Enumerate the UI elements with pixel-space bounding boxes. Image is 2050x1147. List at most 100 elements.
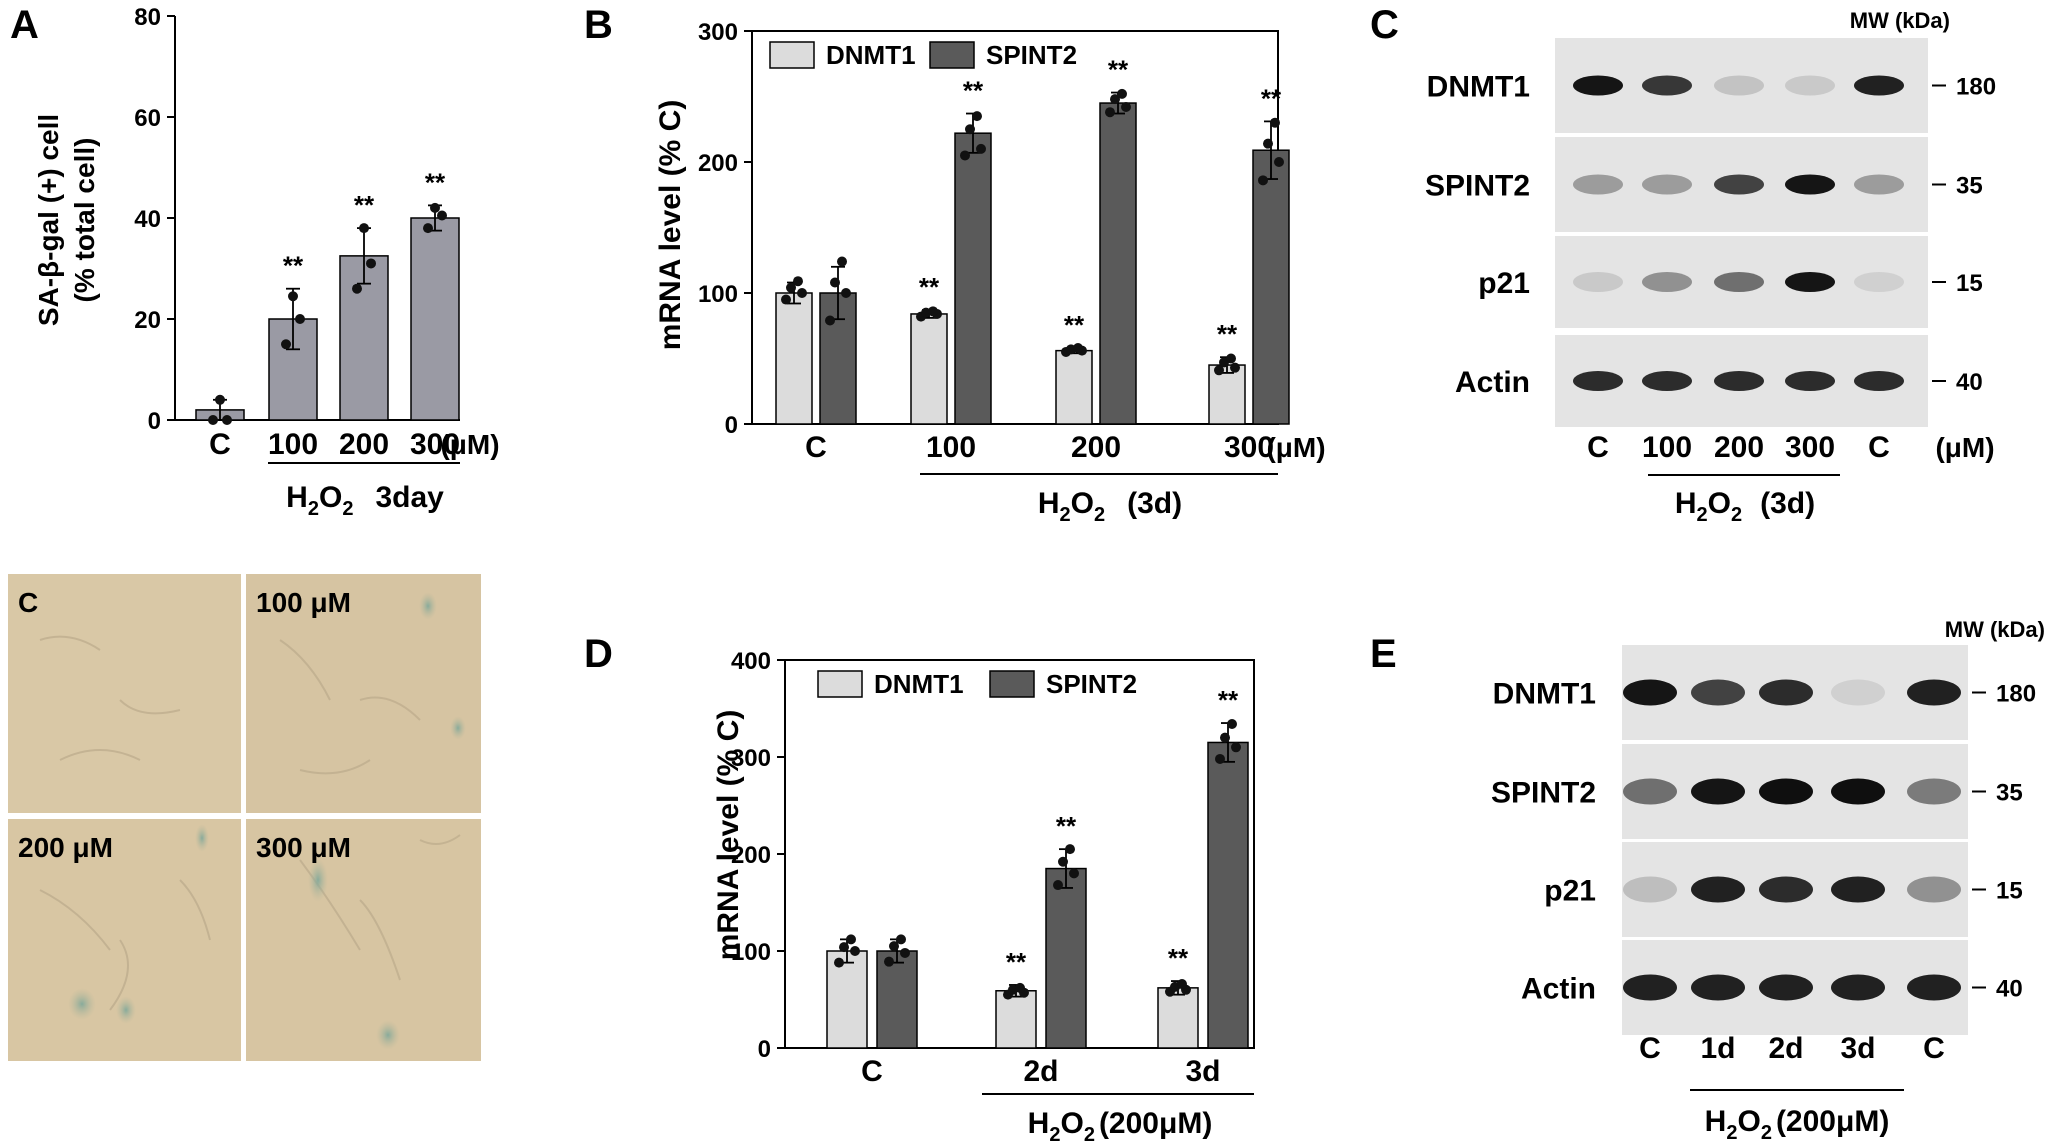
micrograph-grid: C 100 μM 200 μM 300 μM [8, 574, 481, 1061]
blot-c-lane-label: C [1587, 431, 1609, 464]
chart-b-data-point [825, 315, 835, 326]
chart-b-bar [954, 132, 992, 425]
blot-e-lane-label: C [1923, 1032, 1945, 1065]
blot-e-band [1831, 679, 1885, 706]
chart-a-significance-label: ** [354, 190, 375, 220]
chart-d-data-point [889, 941, 899, 952]
chart-b-bar [1055, 349, 1093, 425]
chart-a-y-tick-label: 40 [134, 206, 161, 233]
micrograph-label-300: 300 μM [256, 832, 351, 863]
blot-c-band [1785, 371, 1835, 391]
chart-d-bar [876, 950, 918, 1049]
chart-b-y-tick-label: 100 [698, 281, 738, 308]
blot-e-mw-header: MW (kDa) [1945, 617, 2045, 642]
chart-a-category-label: 100 [268, 428, 318, 461]
chart-a-category-label: 300 [410, 428, 460, 461]
micrograph-100 [246, 574, 481, 813]
chart-d-y-tick-label: 200 [731, 842, 771, 869]
chart-b-treatment-o: O [1071, 487, 1094, 520]
chart-d-y-tick-label: 300 [731, 745, 771, 772]
chart-b-treatment: H2O2 (3d) [1038, 487, 1182, 526]
blot-c-lane-label: 300 [1785, 431, 1835, 464]
chart-a-unit: (μM) [440, 429, 499, 460]
blot-e-treatment-rest: (200μM) [1776, 1105, 1889, 1138]
chart-d-ylabel: mRNA level (% C) [712, 710, 745, 961]
blot-e-mw-label: 15 [1996, 878, 2023, 905]
chart-a-significance-label: ** [283, 251, 304, 281]
chart-a-data-point [423, 223, 433, 234]
blot-e-lane-label: 2d [1768, 1032, 1803, 1065]
chart-b: mRNA level (% C) (μM) H2O2 (3d) 010020030… [654, 19, 1326, 526]
blot-e-row-label: Actin [1521, 973, 1596, 1006]
blot-e-treatment-sub: 2 [1726, 1122, 1737, 1144]
chart-d-bar [995, 990, 1037, 1049]
chart-b-treatment-h: H [1038, 487, 1060, 520]
blot-c-band [1785, 272, 1835, 292]
chart-b-data-point [781, 294, 791, 305]
blot-c-band [1785, 174, 1835, 195]
chart-d-data-point [1215, 753, 1225, 764]
chart-b-data-point [1073, 343, 1083, 354]
chart-d-bar [1207, 741, 1249, 1049]
chart-b-ylabel: mRNA level (% C) [654, 100, 687, 351]
chart-b-data-point [960, 150, 970, 161]
blot-c-mw-label: 40 [1956, 369, 1983, 396]
chart-a-data-point [281, 339, 291, 350]
blot-e-mw-label: 40 [1996, 976, 2023, 1003]
chart-a-data-point [208, 415, 218, 425]
blot-e-band [1907, 778, 1961, 805]
chart-a-treatment-rest: 3day [375, 481, 444, 514]
chart-a-category-label: 200 [339, 428, 389, 461]
chart-b-treatment-sub2: 2 [1094, 504, 1105, 526]
chart-d-legend-label: SPINT2 [1046, 669, 1137, 699]
chart-d-data-point [900, 947, 910, 958]
chart-a-category-label: C [209, 428, 231, 461]
blot-c-mw-label: 180 [1956, 74, 1996, 101]
chart-b-data-point [1214, 365, 1224, 376]
chart-b-data-point [786, 282, 796, 293]
chart-b-bar [775, 292, 813, 425]
blot-c-band [1642, 75, 1692, 96]
chart-b-unit: (μM) [1266, 432, 1325, 463]
blot-c-band [1714, 272, 1764, 292]
chart-d-category-label: C [861, 1055, 883, 1088]
chart-b-category-label: 200 [1071, 431, 1121, 464]
chart-b-legend-swatch [929, 41, 975, 69]
blot-e-band [1907, 679, 1961, 706]
chart-b-legend-label: DNMT1 [826, 40, 916, 70]
chart-d-treatment-rest: (200μM) [1099, 1107, 1212, 1140]
blot-e-treatment-o: O [1737, 1105, 1760, 1138]
chart-d-data-point [846, 934, 856, 945]
blot-c-treatment: H2O2 (3d) [1675, 487, 1815, 526]
chart-b-data-point [1226, 353, 1236, 364]
blot-e-row-label: p21 [1544, 875, 1596, 908]
blot-e-band [1759, 974, 1813, 1001]
chart-b-y-tick-label: 300 [698, 19, 738, 46]
chart-a-ylabel-2: (% total cell) [69, 138, 100, 303]
blot-c-lane-label: C [1868, 431, 1890, 464]
micrograph-c [8, 574, 241, 813]
blot-c-band [1573, 371, 1623, 391]
micrograph-300 [246, 819, 481, 1061]
chart-a-treatment-o: O [319, 481, 342, 514]
chart-a-significance-label: ** [425, 167, 446, 197]
blot-c-lane-label: 200 [1714, 431, 1764, 464]
chart-a-data-point [352, 283, 362, 294]
chart-b-data-point [837, 256, 847, 267]
chart-a-y-tick-label: 20 [134, 307, 161, 334]
chart-d-data-point [896, 934, 906, 945]
blot-e-band [1759, 778, 1813, 805]
chart-d-legend-swatch [817, 670, 863, 698]
chart-d-treatment-o: O [1060, 1107, 1083, 1140]
chart-d-y-tick-label: 100 [731, 939, 771, 966]
chart-d-treatment-h: H [1028, 1107, 1050, 1140]
blot-c-band [1573, 174, 1623, 195]
chart-d-category-label: 2d [1023, 1055, 1058, 1088]
chart-b-data-point [830, 277, 840, 288]
blot-e-treatment-h: H [1705, 1105, 1727, 1138]
chart-d-bar [1045, 867, 1087, 1049]
blot-c-band [1573, 75, 1623, 96]
blot-e-band [1691, 778, 1745, 805]
blot-c-band [1854, 272, 1904, 292]
